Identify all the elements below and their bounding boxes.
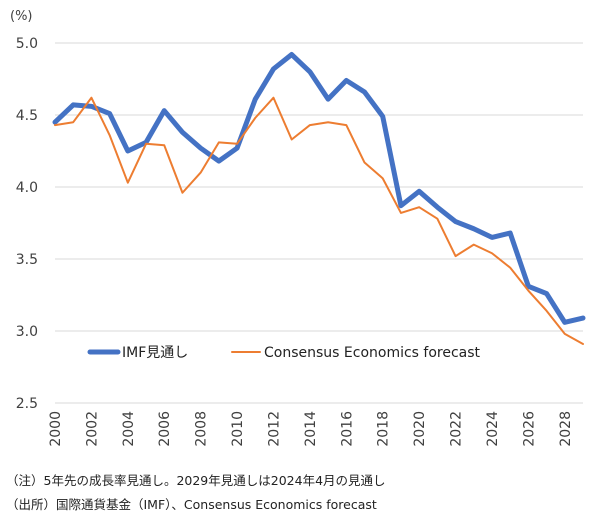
y-tick-label: 4.5 (16, 108, 38, 124)
series-lines (52, 52, 586, 345)
x-tick-label: 2002 (84, 411, 100, 447)
y-tick-label: 5.0 (16, 36, 38, 52)
x-tick-label: 2026 (521, 411, 537, 447)
grid-lines (55, 42, 583, 332)
legend-label: IMF見通し (122, 345, 188, 361)
x-tick-label: 2008 (194, 411, 210, 447)
line-chart: (%) 2.53.03.54.04.55.0 2000 2002 2004 2006 2… (10, 9, 586, 447)
legend-label: Consensus Economics forecast (264, 345, 481, 361)
y-tick-label: 3.0 (16, 324, 38, 340)
x-tick-label: 2012 (266, 411, 282, 447)
y-tick-label: 3.5 (16, 252, 38, 268)
x-tick-label: 2006 (157, 411, 173, 447)
x-tick-label: 2014 (303, 411, 319, 447)
note-text: （注）5年先の成長率見通し。2029年見通しは2024年4月の見通し (6, 473, 386, 488)
series-line-0 (52, 52, 586, 325)
x-tick-label: 2028 (558, 411, 574, 447)
x-tick-label: 2016 (339, 411, 355, 447)
unit-label: (%) (10, 9, 33, 24)
y-tick-label: 2.5 (16, 396, 38, 412)
x-tick-label: 2024 (485, 411, 501, 447)
x-tick-label: 2018 (376, 411, 392, 447)
x-tick-label: 2020 (412, 411, 428, 447)
x-tick-label: 2000 (48, 411, 64, 447)
y-tick-label: 4.0 (16, 180, 38, 196)
series-line-1 (54, 96, 584, 345)
source-text: （出所）国際通貨基金（IMF）、Consensus Economics fore… (6, 497, 377, 512)
x-tick-label: 2022 (449, 411, 465, 447)
legend: IMF見通し Consensus Economics forecast (87, 345, 481, 361)
x-tick-label: 2010 (230, 411, 246, 447)
x-axis-ticks: 2000 2002 2004 2006 2008 2010 2012 2014 2016 2018… (48, 411, 574, 447)
x-tick-label: 2004 (121, 411, 137, 447)
y-axis-ticks: 2.5 3.0 3.5 4.0 4.5 5.0 (16, 36, 38, 412)
